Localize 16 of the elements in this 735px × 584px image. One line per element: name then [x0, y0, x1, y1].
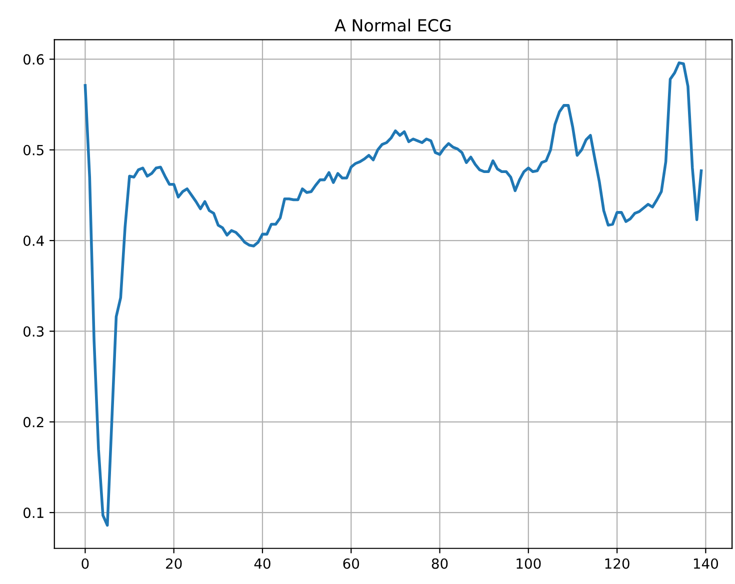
- x-tick-label: 40: [254, 558, 270, 569]
- x-tick-label: 120: [605, 558, 630, 569]
- y-tick-label: 0.4: [23, 236, 44, 246]
- y-tick-label: 0.5: [23, 144, 44, 156]
- x-tick-label: 80: [432, 558, 448, 569]
- x-tick-label: 60: [343, 558, 360, 569]
- y-tick-label: 0.1: [23, 508, 44, 518]
- x-tick-label: 20: [166, 558, 182, 569]
- y-tick-label: 0.2: [23, 416, 44, 428]
- x-tick-label: 0: [82, 558, 89, 569]
- line-series: [84, 61, 703, 527]
- chart-title: A Normal ECG: [334, 18, 451, 32]
- x-tick-label: 100: [516, 558, 541, 569]
- y-tick-label: 0.6: [23, 54, 44, 65]
- y-tick-label: 0.3: [23, 326, 44, 337]
- x-tick-label: 140: [694, 558, 718, 569]
